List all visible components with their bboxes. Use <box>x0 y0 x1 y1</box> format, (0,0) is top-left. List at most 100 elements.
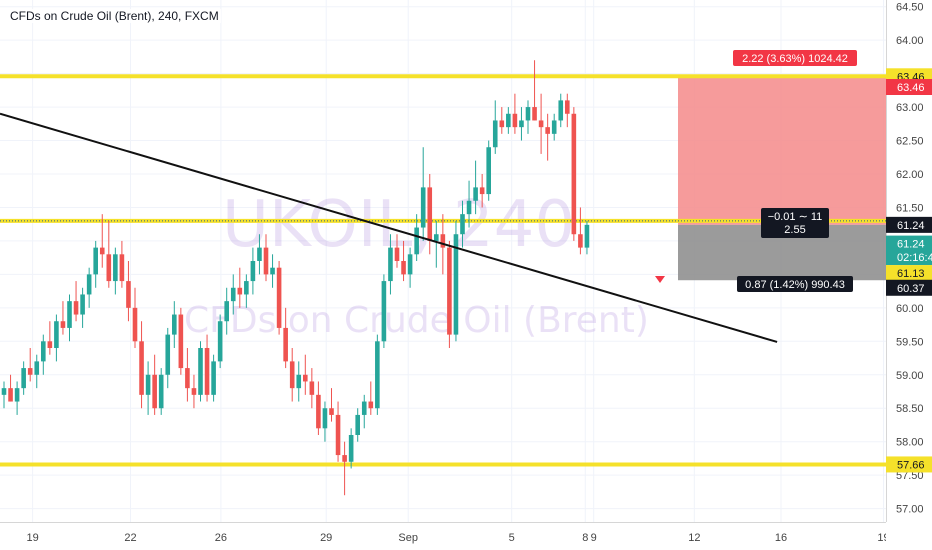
candle-body <box>283 327 288 362</box>
candle-body <box>322 408 328 429</box>
candle-body <box>388 247 393 282</box>
candle-body <box>73 301 79 315</box>
candle-body <box>113 254 118 282</box>
candle-body <box>460 214 465 235</box>
candle-body <box>191 388 197 395</box>
candle-body <box>41 341 46 362</box>
candle-body <box>230 287 236 302</box>
candle-body <box>473 187 478 201</box>
trendline[interactable] <box>0 112 778 343</box>
price-tick: 61.50 <box>896 202 924 214</box>
price-tag: 57.66 <box>897 459 925 471</box>
candle-body <box>558 100 564 121</box>
risk-reward-label-line2: 2.55 <box>784 224 805 236</box>
price-tag: 61.24 <box>897 220 925 232</box>
candle-body <box>532 107 537 121</box>
target-zone[interactable] <box>678 76 886 225</box>
candle-body <box>276 267 282 328</box>
candle-body <box>420 187 426 228</box>
candle-body <box>106 254 112 282</box>
price-tag-bg <box>886 248 932 265</box>
time-tick: 26 <box>215 532 227 544</box>
price-tick: 62.50 <box>896 136 924 148</box>
candle-body <box>270 267 275 275</box>
time-tick: 8 <box>582 532 588 544</box>
price-tick: 64.00 <box>896 35 924 47</box>
price-tag-bg <box>886 279 932 296</box>
long-position-tool[interactable] <box>678 76 886 281</box>
candle-body <box>21 368 26 389</box>
candle-body <box>250 261 256 282</box>
time-tick: 5 <box>509 532 515 544</box>
downtrend-line[interactable] <box>0 112 778 343</box>
price-tick: 59.00 <box>896 370 924 382</box>
candle-body <box>198 348 203 395</box>
candle-body <box>447 247 452 335</box>
candle-body <box>565 100 570 114</box>
candle-body <box>152 374 157 409</box>
candle-body <box>263 247 269 275</box>
candle-body <box>139 341 144 395</box>
risk-reward-label-line1: −0.01 ∼ 11 <box>768 211 823 223</box>
position-labels: 2.22 (3.63%) 1024.42 0.87 (1.42%) 990.43 −… <box>655 50 857 292</box>
time-tick: 19 <box>26 532 38 544</box>
time-tick: 16 <box>775 532 787 544</box>
candle-body <box>342 455 347 462</box>
candle-body <box>8 388 13 402</box>
candle-body <box>178 314 184 369</box>
candle-body <box>309 381 315 395</box>
candle-body <box>479 187 485 195</box>
price-axis[interactable]: 64.5064.0063.5063.0062.5062.0061.5061.00… <box>886 0 932 550</box>
candle-body <box>99 247 105 255</box>
candle-body <box>348 435 354 462</box>
candle-body <box>361 401 367 415</box>
candle-body <box>316 394 321 429</box>
candle-body <box>34 361 40 375</box>
candle-body <box>211 361 216 395</box>
price-tick: 58.50 <box>896 403 924 415</box>
price-tag: 61.24 <box>897 239 925 251</box>
candle-body <box>545 127 550 134</box>
candle-body <box>519 120 524 128</box>
stop-label-bg <box>737 276 853 292</box>
candle-body <box>486 147 491 195</box>
time-axis[interactable]: 19 22 26 29 Sep 5 8 9 12 16 19 <box>0 522 932 545</box>
candle-body <box>434 234 439 241</box>
candle-body <box>414 227 419 255</box>
candle-body <box>427 187 433 241</box>
price-tick: 60.00 <box>896 303 924 315</box>
price-tag-bg <box>886 456 932 473</box>
candle-body <box>93 247 98 275</box>
time-tick: 9 <box>591 532 597 544</box>
candle-body <box>335 414 341 456</box>
price-tick: 62.00 <box>896 169 924 181</box>
candle-body <box>381 281 387 342</box>
price-tag-bg <box>886 265 932 282</box>
candle-body <box>47 341 53 348</box>
candle-body <box>355 414 360 435</box>
candle-body <box>453 234 459 335</box>
candle-body <box>407 254 413 275</box>
candle-body <box>578 234 583 248</box>
candle-body <box>401 261 406 275</box>
price-tag: 61.13 <box>897 268 925 280</box>
price-tag: 63.46 <box>897 82 925 94</box>
time-tick: 22 <box>124 532 136 544</box>
candle-body <box>80 294 85 315</box>
price-tick: 57.00 <box>896 504 924 516</box>
price-tick: 57.50 <box>896 470 924 482</box>
candle-body <box>224 301 229 322</box>
candle-body <box>119 254 125 282</box>
candle-body <box>329 408 334 415</box>
time-tick: Sep <box>398 532 418 544</box>
candle-body <box>126 281 131 308</box>
candle-body <box>368 401 374 409</box>
candle-body <box>86 274 92 295</box>
dividend-marker-icon <box>655 276 665 283</box>
candle-body <box>54 321 59 348</box>
candle-body <box>492 120 498 148</box>
candle-body <box>506 113 511 128</box>
candle-body <box>303 374 308 382</box>
risk-reward-label-bg <box>761 208 829 238</box>
